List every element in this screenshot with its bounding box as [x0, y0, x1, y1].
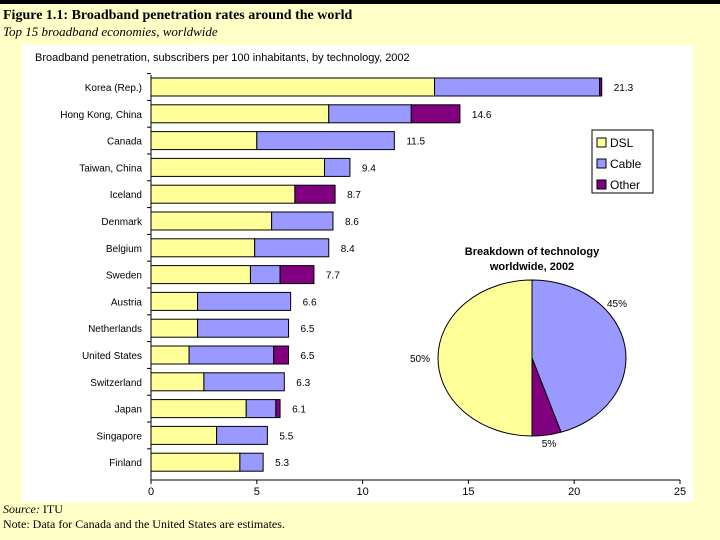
total-label: 6.1	[292, 405, 306, 416]
bar-cable	[271, 211, 334, 231]
total-label: 5.5	[279, 431, 293, 442]
top-border	[0, 0, 720, 4]
total-label: 14.6	[472, 110, 492, 121]
pie-label: 5%	[542, 439, 557, 450]
legend-swatch-dsl	[596, 137, 607, 148]
pie-title: worldwide, 2002	[489, 261, 574, 273]
x-tick-label: 15	[462, 486, 474, 498]
bar-dsl	[150, 291, 199, 311]
pie-slice-dsl	[437, 279, 533, 437]
category-label: Austria	[111, 297, 143, 308]
bar-other	[273, 345, 290, 365]
bar-other	[294, 184, 336, 204]
x-tick-label: 20	[568, 486, 580, 498]
bar-cable	[434, 77, 601, 97]
note-line: Note: Data for Canada and the United Sta…	[3, 517, 285, 531]
category-label: Singapore	[96, 431, 142, 442]
bar-dsl	[150, 345, 190, 365]
total-label: 21.3	[614, 83, 634, 94]
bar-cable	[197, 291, 292, 311]
legend-label: Cable	[610, 157, 642, 171]
total-label: 8.6	[345, 217, 359, 228]
bar-chart-title: Broadband penetration, subscribers per 1…	[35, 52, 410, 64]
bar-cable	[245, 399, 277, 419]
figure-title: Figure 1.1: Broadband penetration rates …	[3, 8, 353, 23]
total-label: 9.4	[362, 163, 376, 174]
pie-label: 50%	[410, 354, 430, 365]
legend-label: DSL	[610, 136, 634, 150]
category-label: Hong Kong, China	[60, 110, 142, 121]
bar-cable	[256, 131, 395, 151]
category-label: United States	[82, 351, 142, 362]
legend-swatch-cable	[596, 158, 607, 169]
total-label: 8.4	[341, 244, 355, 255]
x-tick-label: 10	[356, 486, 368, 498]
bar-dsl	[150, 77, 436, 97]
figure-subtitle: Top 15 broadband economies, worldwide	[3, 24, 218, 39]
category-label: Korea (Rep.)	[85, 83, 142, 94]
bar-cable	[188, 345, 275, 365]
category-label: Iceland	[110, 190, 142, 201]
bar-dsl	[150, 131, 258, 151]
category-label: Canada	[107, 137, 142, 148]
bar-dsl	[150, 265, 251, 285]
bar-dsl	[150, 184, 296, 204]
legend-swatch-other	[596, 179, 607, 190]
total-label: 6.5	[301, 324, 315, 335]
total-label: 6.6	[303, 297, 317, 308]
bar-dsl	[150, 452, 241, 472]
bar-dsl	[150, 372, 205, 392]
total-label: 8.7	[347, 190, 361, 201]
bar-cable	[254, 238, 330, 258]
bar-cable	[216, 425, 268, 445]
bar-other	[410, 104, 461, 124]
category-label: Taiwan, China	[79, 163, 142, 174]
bar-dsl	[150, 318, 199, 338]
bar-cable	[328, 104, 412, 124]
bar-cable	[197, 318, 290, 338]
total-label: 5.3	[275, 458, 289, 469]
bar-dsl	[150, 211, 273, 231]
pie-slice-cable	[531, 279, 627, 433]
x-tick-label: 25	[674, 486, 686, 498]
category-label: Switzerland	[90, 378, 142, 389]
x-tick-label: 5	[254, 486, 260, 498]
category-label: Netherlands	[88, 324, 142, 335]
total-label: 7.7	[326, 271, 340, 282]
bar-cable	[249, 265, 281, 285]
pie-title: Breakdown of technology	[465, 246, 600, 258]
bar-dsl	[150, 238, 256, 258]
bar-dsl	[150, 425, 218, 445]
pie-label: 45%	[607, 299, 627, 310]
category-label: Japan	[115, 405, 142, 416]
source-label: Source:	[3, 502, 40, 516]
category-label: Belgium	[106, 244, 142, 255]
bar-other	[279, 265, 315, 285]
bar-dsl	[150, 104, 330, 124]
bar-other	[599, 77, 603, 97]
total-label: 11.5	[406, 137, 425, 148]
source-value: ITU	[39, 502, 63, 516]
bar-other	[275, 399, 281, 419]
bar-dsl	[150, 157, 326, 177]
category-label: Finland	[109, 458, 142, 469]
total-label: 6.5	[301, 351, 315, 362]
total-label: 6.3	[296, 378, 310, 389]
legend-label: Other	[610, 178, 640, 192]
category-label: Sweden	[106, 271, 142, 282]
x-tick-label: 0	[148, 486, 154, 498]
bar-cable	[324, 157, 351, 177]
bar-cable	[203, 372, 285, 392]
category-label: Denmark	[101, 217, 143, 228]
bar-dsl	[150, 399, 247, 419]
source-line: Source: ITU	[3, 502, 63, 517]
bar-cable	[239, 452, 264, 472]
